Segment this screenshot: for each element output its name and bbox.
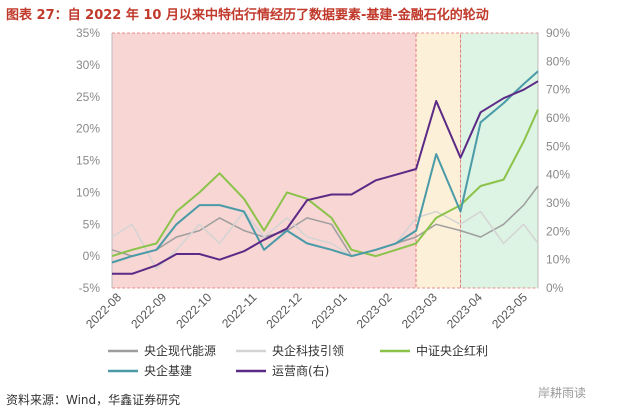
series-line-3	[111, 70, 539, 264]
right-tick-label: 50%	[546, 139, 570, 153]
x-tick-label: 2023-04	[444, 290, 485, 331]
x-tick-label: 2023-01	[309, 290, 350, 331]
x-tick-label: 2023-02	[354, 290, 395, 331]
series-line-1	[111, 210, 539, 270]
left-tick-label: 30%	[76, 58, 100, 72]
series-line-0	[111, 185, 539, 257]
left-tick-label: 10%	[76, 185, 100, 199]
source-note: 资料来源：Wind，华鑫证券研究	[6, 393, 181, 407]
legend-label-1: 央企科技引领	[272, 343, 344, 358]
left-tick-label: 0%	[83, 249, 101, 263]
right-tick-label: 80%	[546, 54, 570, 68]
left-tick-label: -5%	[79, 281, 101, 295]
period-band-border-2	[460, 32, 539, 289]
x-tick-label: 2022-09	[128, 290, 169, 331]
x-tick-label: 2022-10	[173, 290, 214, 331]
legend-label-4: 运营商(右)	[272, 363, 329, 378]
x-tick-label: 2023-05	[489, 290, 530, 331]
right-tick-label: 0%	[546, 281, 564, 295]
series-line-4	[112, 80, 539, 275]
right-tick-label: 70%	[546, 83, 570, 97]
legend-label-3: 央企基建	[144, 363, 192, 378]
right-tick-label: 90%	[546, 26, 570, 40]
series-line-2	[111, 109, 539, 258]
right-tick-label: 60%	[546, 111, 570, 125]
x-tick-label: 2022-12	[264, 290, 305, 331]
left-tick-label: 35%	[76, 26, 100, 40]
x-tick-label: 2022-08	[83, 290, 124, 331]
left-tick-label: 5%	[83, 217, 101, 231]
x-axis-ticks: 2022-08 2022-09 2022-10 2022-11 2022-12 2023-…	[83, 290, 530, 331]
x-tick-label: 2023-03	[399, 290, 440, 331]
right-tick-label: 10%	[546, 253, 570, 267]
right-tick-label: 40%	[546, 168, 570, 182]
left-tick-label: 20%	[76, 122, 100, 136]
period-band-2	[460, 33, 538, 288]
x-tick-label: 2022-11	[219, 290, 260, 331]
grid	[111, 33, 539, 288]
series-lines	[111, 70, 539, 275]
chart-title: 图表 27：自 2022 年 10 月以来中特估行情经历了数据要素-基建-金融石…	[6, 8, 489, 23]
left-axis-ticks: -5% 0% 5% 10% 15% 20% 25% 30% 35%	[76, 26, 100, 295]
legend-label-0: 央企现代能源	[144, 343, 216, 358]
left-tick-label: 15%	[76, 154, 100, 168]
left-tick-label: 25%	[76, 90, 100, 104]
legend-label-2: 中证央企红利	[416, 343, 488, 358]
right-tick-label: 30%	[546, 196, 570, 210]
right-tick-label: 20%	[546, 224, 570, 238]
right-axis-ticks: 0% 10% 20% 30% 40% 50% 60% 70% 80% 90%	[546, 26, 570, 295]
watermark: 岸耕雨读	[538, 386, 587, 400]
